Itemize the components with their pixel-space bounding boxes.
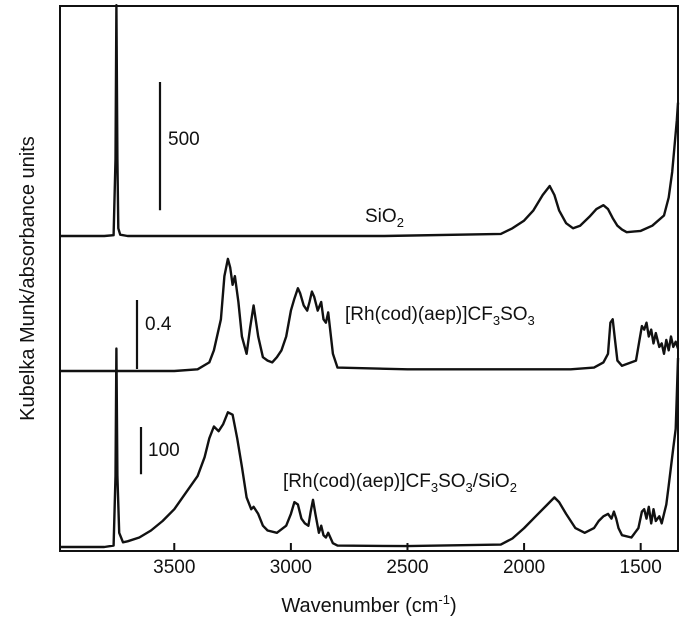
y-axis-label: Kubelka Munk/absorbance units bbox=[17, 136, 39, 421]
scale-bar-label-2: 0.4 bbox=[145, 314, 172, 335]
series-label-2: [Rh(cod)(aep)]CF3SO3 bbox=[345, 304, 535, 328]
series-label-1: SiO2 bbox=[365, 206, 404, 230]
spectrum-line-1 bbox=[60, 4, 680, 238]
scale-bar-label-1: 500 bbox=[168, 129, 200, 150]
series-label-3: [Rh(cod)(aep)]CF3SO3/SiO2 bbox=[283, 471, 517, 495]
series-labels: SiO2 [Rh(cod)(aep)]CF3SO3 [Rh(cod)(aep)]CF… bbox=[283, 206, 535, 495]
x-tick-label: 3500 bbox=[153, 557, 195, 578]
x-tick-label: 2000 bbox=[503, 557, 545, 578]
x-tick-label: 3000 bbox=[270, 557, 312, 578]
series-layer bbox=[60, 4, 680, 549]
scale-bar-label-3: 100 bbox=[148, 440, 180, 461]
x-axis-label-sup: -1 bbox=[438, 592, 450, 607]
x-axis-label-main: Wavenumber (cm bbox=[281, 595, 438, 617]
spectrum-line-3 bbox=[60, 347, 680, 549]
x-axis-label: Wavenumber (cm-1) bbox=[281, 592, 456, 617]
plot-frame bbox=[59, 5, 679, 552]
spectrum-line-2 bbox=[60, 257, 680, 373]
x-tick-label: 2500 bbox=[386, 557, 428, 578]
x-tick-label: 1500 bbox=[620, 557, 662, 578]
x-axis-label-tail: ) bbox=[450, 595, 457, 617]
x-axis-ticks: 3500 3000 2500 2000 1500 bbox=[153, 543, 662, 578]
scale-bars: 500 0.4 100 bbox=[135, 82, 200, 475]
